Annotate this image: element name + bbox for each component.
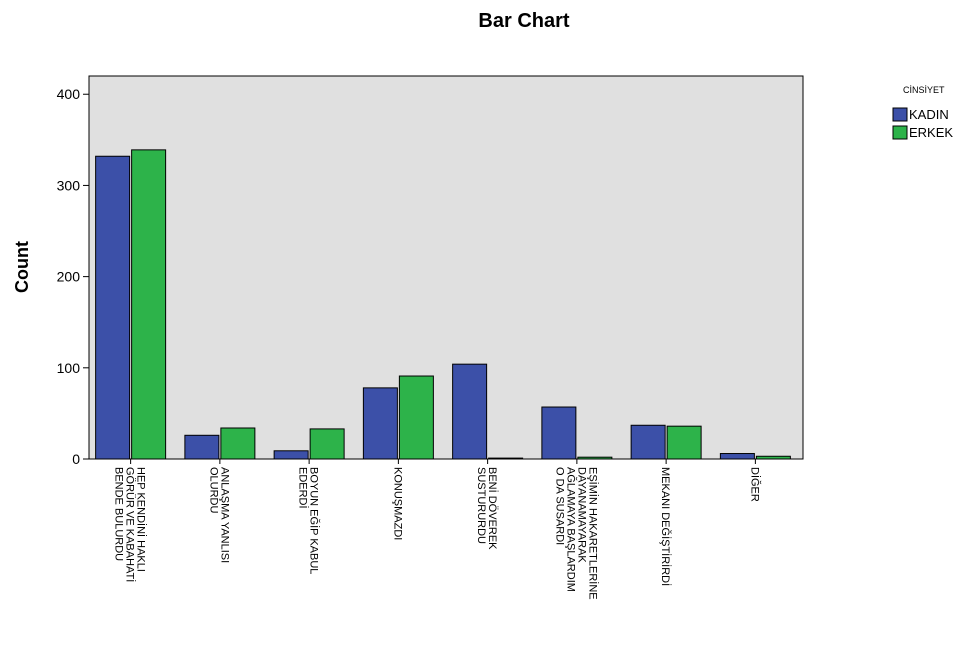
chart-title: Bar Chart (478, 10, 569, 32)
x-tick-label: BOYUN EĞİP KABUL (308, 467, 321, 574)
x-tick-label: DİĞER (748, 467, 761, 502)
legend: CİNSİYET KADIN ERKEK (892, 85, 953, 140)
x-tick-label: O DA SUSARDI (553, 467, 565, 545)
bar-erkek-7 (755, 455, 791, 460)
y-tick-label: 400 (57, 86, 81, 102)
legend-label-erkek: ERKEK (909, 125, 953, 140)
bar-erkek-6 (666, 425, 702, 460)
x-tick-label: SUSTURURDU (475, 467, 487, 544)
x-tick-label: HEP KENDİNİ HAKLI (135, 467, 148, 572)
y-tick-label: 100 (57, 360, 81, 376)
x-tick-label: BENİ DÖVEREK (486, 467, 499, 550)
y-tick-label: 300 (57, 177, 81, 193)
bar-kadin-4 (452, 363, 488, 460)
x-tick-label: MEKANI DEĞİŞTİRİRDİ (659, 467, 672, 586)
x-tick-label: KONUŞMAZDI (391, 467, 403, 540)
bar-kadin-5 (541, 406, 577, 460)
x-tick-label: AĞLAMAYA BAŞLARDIM (564, 467, 577, 592)
x-tick-label: EŞİMİN HAKARETLERİNE (586, 467, 599, 600)
bar-erkek-2 (309, 428, 345, 460)
bar-erkek-3 (398, 375, 434, 460)
bar-kadin-1 (184, 434, 220, 460)
x-tick-label: BENDE BULURDU (113, 467, 125, 561)
bar-erkek-4 (488, 457, 524, 460)
x-tick-label: DAYANAMAYARAK (575, 467, 587, 563)
legend-swatch-kadin (892, 107, 908, 122)
legend-swatch-erkek (892, 125, 908, 140)
bar-kadin-3 (362, 387, 398, 460)
bar-erkek-0 (131, 149, 167, 460)
axes: 0 100 200 300 400 (57, 86, 756, 467)
bar-erkek-5 (577, 456, 613, 460)
bar-kadin-6 (630, 424, 666, 460)
x-tick-label: ANLAŞMA YANLISI (218, 467, 230, 563)
bar-kadin-7 (719, 453, 755, 460)
legend-title: CİNSİYET (903, 85, 945, 95)
x-tick-label: GÖRÜR VE KABAHATİ (124, 467, 137, 582)
legend-label-kadin: KADIN (909, 107, 949, 122)
bar-kadin-2 (273, 450, 309, 460)
x-tick-label: OLURDU (207, 467, 219, 514)
bar-kadin-0 (95, 155, 131, 460)
y-tick-label: 0 (72, 451, 80, 467)
plot-area (88, 75, 804, 460)
y-axis-label: Count (12, 241, 32, 293)
y-tick-label: 200 (57, 269, 81, 285)
bar-erkek-1 (220, 427, 256, 460)
x-tick-label: EDERDİ (297, 467, 310, 509)
bars (95, 149, 791, 460)
